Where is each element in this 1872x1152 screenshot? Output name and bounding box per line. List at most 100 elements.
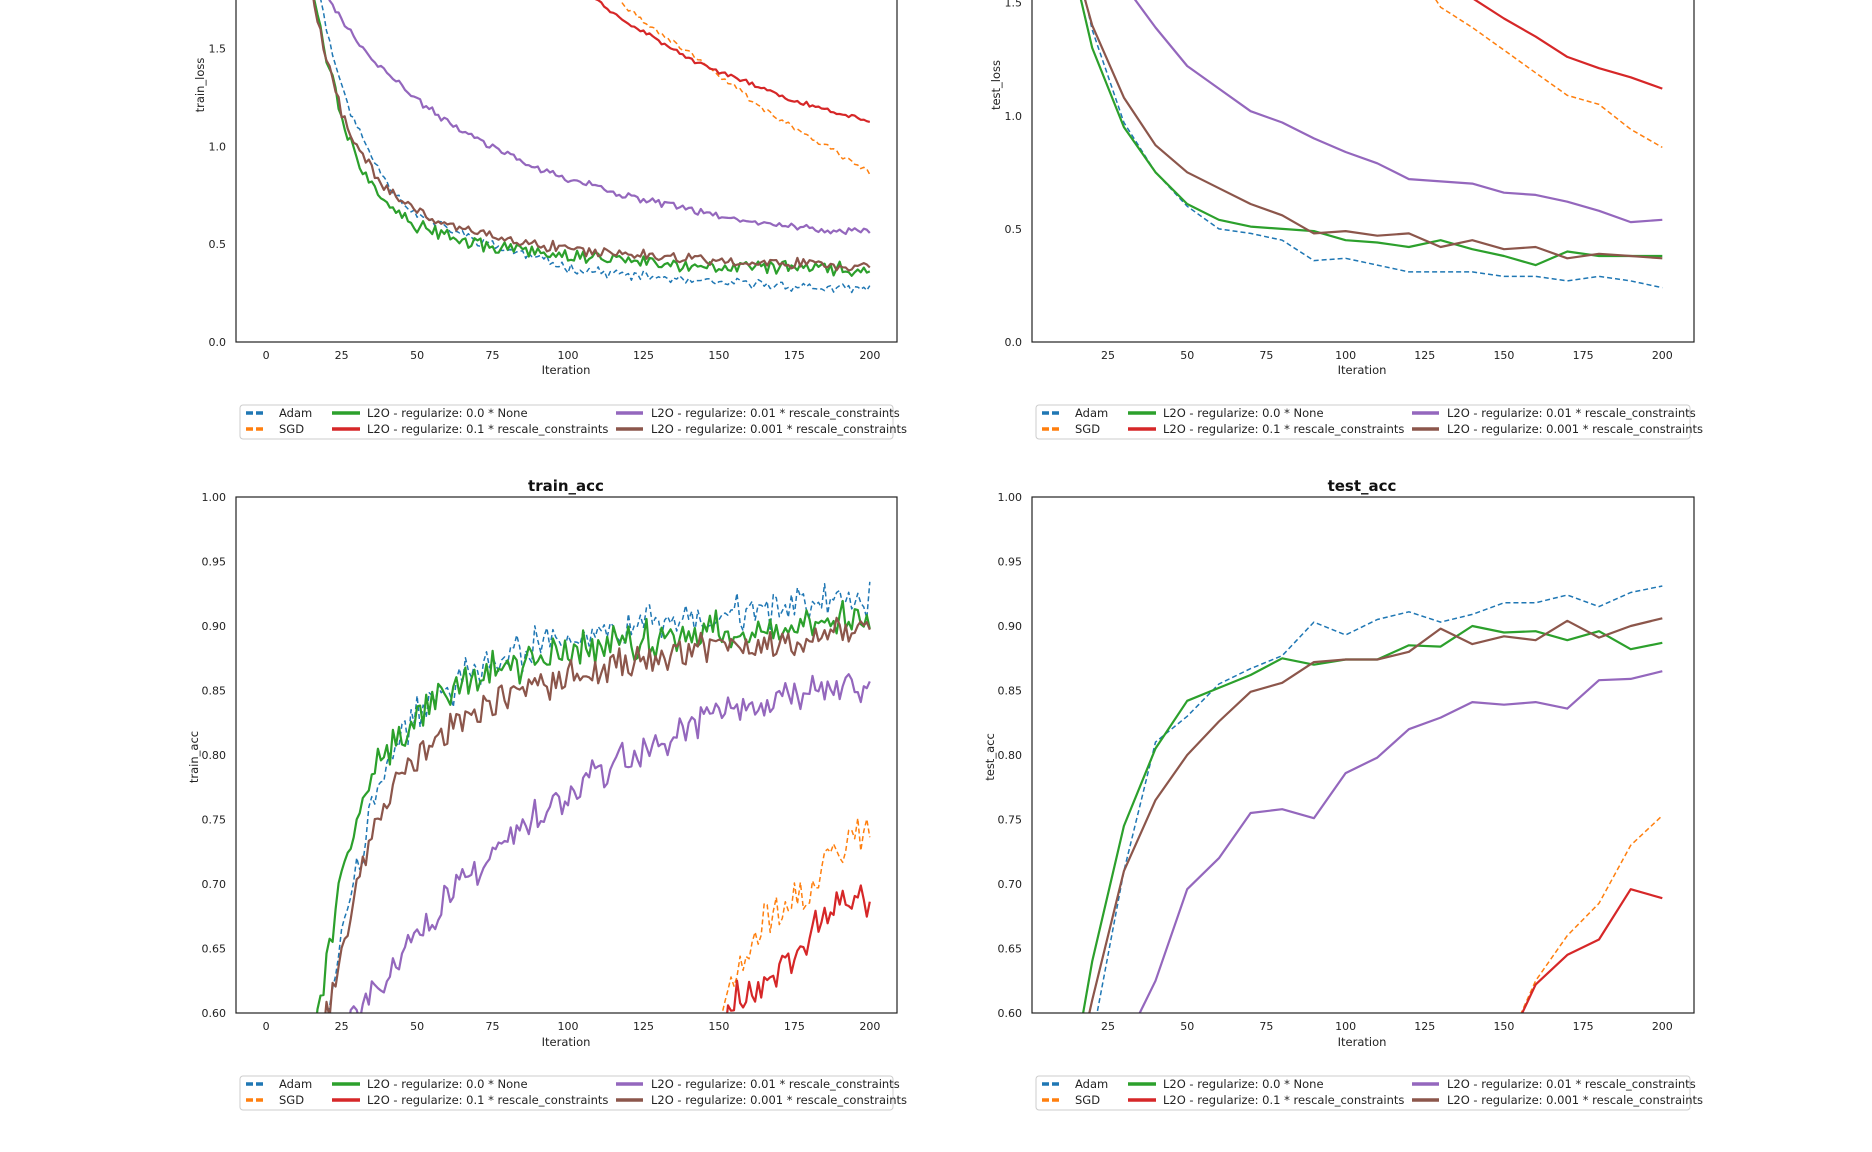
legend-frame: [1035, 404, 1691, 440]
series-line-6: [1088, 617, 1663, 1013]
y-tick-label: 0.75: [998, 814, 1023, 827]
axes-frame: [1031, 0, 1695, 343]
series-line-5: [1138, 670, 1663, 1013]
legend-frame: [239, 404, 894, 440]
series-line-5: [349, 673, 871, 1013]
y-tick-label: 1.0: [1005, 110, 1023, 123]
x-tick-label: 150: [1493, 1020, 1514, 1033]
x-tick-label: 200: [1652, 1020, 1673, 1033]
x-tick-label: 175: [1573, 349, 1594, 362]
y-tick-label: 0.95: [998, 556, 1023, 569]
legend-train-acc: Adam SGD L2O - regularize: 0.0 * None L2…: [239, 1075, 907, 1111]
series-line-6: [324, 616, 871, 1013]
legend-frame: [239, 1075, 894, 1111]
legend-label: L2O - regularize: 0.1 * rescale_constrai…: [367, 422, 608, 436]
y-tick-label: 0.95: [202, 556, 227, 569]
x-tick-label: 25: [1101, 1020, 1115, 1033]
panel-title: test_acc: [1328, 477, 1397, 495]
series-line-2: [1520, 815, 1663, 1013]
axes-frame: [235, 0, 898, 343]
x-tick-label: 50: [410, 1020, 424, 1033]
y-tick-label: 0.70: [202, 878, 227, 891]
legend-label: L2O - regularize: 0.001 * rescale_constr…: [651, 1093, 907, 1107]
legend-label: L2O - regularize: 0.1 * rescale_constrai…: [1163, 1093, 1404, 1107]
axes-frame: [235, 496, 898, 1014]
legend-label: L2O - regularize: 0.0 * None: [367, 1077, 528, 1091]
y-tick-label: 0.60: [202, 1007, 227, 1020]
x-tick-label: 125: [633, 1020, 654, 1033]
y-tick-label: 0.65: [998, 943, 1023, 956]
legend-label: SGD: [279, 422, 304, 436]
x-tick-label: 25: [335, 349, 349, 362]
series-line-2: [620, 0, 871, 175]
y-tick-label: 0.0: [209, 336, 227, 349]
series-line-1: [1084, 0, 1663, 289]
y-tick-label: 1.00: [998, 491, 1023, 504]
x-tick-label: 125: [1414, 349, 1435, 362]
series-line-2: [1435, 0, 1663, 149]
x-tick-label: 200: [859, 1020, 880, 1033]
legend-label: L2O - regularize: 0.01 * rescale_constra…: [1447, 406, 1696, 420]
legend-label: L2O - regularize: 0.001 * rescale_constr…: [651, 422, 907, 436]
y-tick-label: 0.0: [1005, 336, 1023, 349]
y-axis-label: test_loss: [989, 60, 1003, 110]
y-tick-label: 1.00: [202, 491, 227, 504]
y-axis-label: test_acc: [983, 733, 997, 781]
y-tick-label: 0.5: [209, 238, 227, 251]
legend-label: L2O - regularize: 0.0 * None: [367, 406, 528, 420]
panel-train-acc: train_acc 0 25 50 75 100 125 150 175 200 0.60 0.65…: [187, 477, 898, 1049]
series-line-1: [1096, 585, 1663, 1013]
x-tick-label: 125: [1414, 1020, 1435, 1033]
panel-train-loss: 0 25 50 75 100 125 150 175 200 0.0 0.5 1.0 1.5 Itera…: [193, 0, 898, 377]
series-layer: [1079, 0, 1663, 289]
legend-frame: [1035, 1075, 1691, 1111]
y-tick-label: 0.90: [202, 620, 227, 633]
series-line-4: [726, 884, 871, 1013]
legend-label: SGD: [1075, 422, 1100, 436]
y-tick-label: 0.80: [202, 749, 227, 762]
y-tick-label: 0.80: [998, 749, 1023, 762]
x-tick-label: 75: [1259, 1020, 1273, 1033]
y-tick-label: 1.5: [209, 42, 227, 55]
series-line-5: [328, 0, 871, 236]
x-axis-label: Iteration: [1338, 1035, 1387, 1049]
legend-test-acc: Adam SGD L2O - regularize: 0.0 * None L2…: [1035, 1075, 1703, 1111]
series-line-4: [1521, 888, 1663, 1013]
x-axis-label: Iteration: [542, 1035, 591, 1049]
series-line-1: [328, 581, 871, 1013]
series-line-6: [312, 0, 871, 272]
panel-test-loss: 25 50 75 100 125 150 175 200 0.0 0.5 1.0 1.5 Iterat…: [989, 0, 1695, 377]
legend-label: L2O - regularize: 0.0 * None: [1163, 406, 1324, 420]
y-tick-label: 0.70: [998, 878, 1023, 891]
x-tick-label: 75: [1259, 349, 1273, 362]
y-tick-label: 0.85: [998, 685, 1023, 698]
y-tick-label: 1.0: [209, 140, 227, 153]
series-line-3: [315, 599, 871, 1013]
legend-label: L2O - regularize: 0.01 * rescale_constra…: [651, 1077, 900, 1091]
x-tick-label: 175: [784, 1020, 805, 1033]
x-tick-label: 200: [1652, 349, 1673, 362]
x-tick-label: 75: [486, 1020, 500, 1033]
series-layer: [315, 581, 871, 1013]
x-tick-label: 25: [335, 1020, 349, 1033]
x-tick-label: 150: [708, 1020, 729, 1033]
x-tick-label: 125: [633, 349, 654, 362]
legend-label: SGD: [1075, 1093, 1100, 1107]
x-tick-label: 200: [859, 349, 880, 362]
y-axis-label: train_loss: [193, 58, 207, 113]
legend-label: Adam: [1075, 406, 1108, 420]
series-line-5: [1133, 0, 1663, 224]
axes-frame: [1031, 496, 1695, 1014]
series-layer: [312, 0, 871, 294]
y-tick-label: 0.75: [202, 814, 227, 827]
series-layer: [1082, 585, 1663, 1013]
x-tick-label: 175: [1573, 1020, 1594, 1033]
legend-label: L2O - regularize: 0.01 * rescale_constra…: [1447, 1077, 1696, 1091]
series-line-2: [721, 817, 871, 1013]
x-axis-label: Iteration: [542, 363, 591, 377]
x-tick-label: 150: [1493, 349, 1514, 362]
legend-label: L2O - regularize: 0.1 * rescale_constrai…: [1163, 422, 1404, 436]
legend-label: L2O - regularize: 0.001 * rescale_constr…: [1447, 422, 1703, 436]
series-line-3: [1079, 0, 1663, 267]
